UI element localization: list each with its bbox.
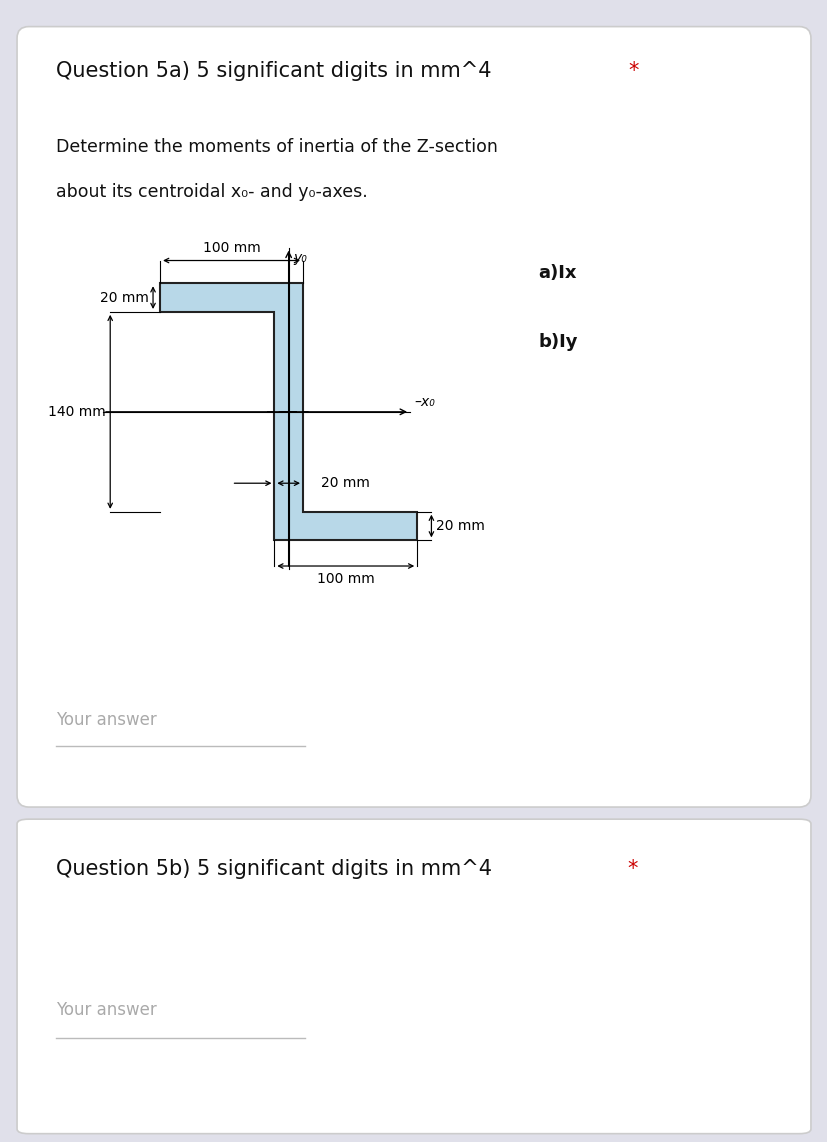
Text: Question 5a) 5 significant digits in mm^4: Question 5a) 5 significant digits in mm^… xyxy=(56,61,498,81)
Text: 100 mm: 100 mm xyxy=(317,572,374,586)
Text: *: * xyxy=(627,859,637,879)
Text: 100 mm: 100 mm xyxy=(203,241,261,255)
Text: y₀: y₀ xyxy=(293,250,307,265)
Text: Determine the moments of inertia of the Z-section: Determine the moments of inertia of the … xyxy=(56,137,497,155)
Text: b)Iy: b)Iy xyxy=(538,332,577,351)
Text: 20 mm: 20 mm xyxy=(435,520,484,533)
Text: –x₀: –x₀ xyxy=(414,395,435,409)
Text: 20 mm: 20 mm xyxy=(321,476,370,490)
Polygon shape xyxy=(160,283,417,540)
Text: about its centroidal x₀- and y₀-axes.: about its centroidal x₀- and y₀-axes. xyxy=(56,184,367,201)
Text: Your answer: Your answer xyxy=(56,1002,156,1019)
Text: 140 mm: 140 mm xyxy=(48,404,106,419)
Text: 20 mm: 20 mm xyxy=(100,290,149,305)
Text: *: * xyxy=(628,61,638,81)
Text: Question 5b) 5 significant digits in mm^4: Question 5b) 5 significant digits in mm^… xyxy=(56,859,498,879)
FancyBboxPatch shape xyxy=(17,819,810,1134)
Text: Your answer: Your answer xyxy=(56,711,156,730)
FancyBboxPatch shape xyxy=(17,26,810,807)
Text: a)Ix: a)Ix xyxy=(538,264,576,282)
